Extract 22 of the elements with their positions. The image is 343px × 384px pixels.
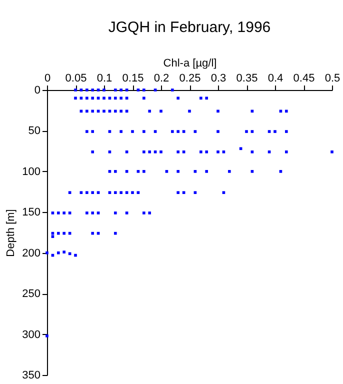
x-axis-title: Chl-a [µg/l] xyxy=(163,58,217,70)
x-tick-label: 0.35 xyxy=(236,72,258,84)
y-tick-label: 150 xyxy=(22,206,40,219)
y-tick-label: 50 xyxy=(28,125,40,138)
x-tick-label: 0.3 xyxy=(210,72,226,84)
x-tick-label: 0.5 xyxy=(324,72,340,84)
x-tick-label: 0.25 xyxy=(179,72,201,84)
y-tick-label: 350 xyxy=(22,370,40,382)
x-tick-label: 0.2 xyxy=(154,72,170,84)
y-tick-label: 300 xyxy=(22,328,40,341)
chart-title: JGQH in February, 1996 xyxy=(108,19,271,36)
y-axis-title: Depth [m] xyxy=(5,209,18,257)
x-tick-label: 0.05 xyxy=(65,72,87,84)
x-tick-label: 0.4 xyxy=(268,72,284,84)
x-tick-label: 0.1 xyxy=(96,72,112,84)
x-tick-label: 0 xyxy=(44,72,51,84)
y-tick-label: 250 xyxy=(22,288,40,300)
y-tick-label: 100 xyxy=(22,166,40,178)
y-tick-label: 200 xyxy=(22,247,40,260)
y-tick-label: 0 xyxy=(34,84,40,96)
x-tick-label: 0.15 xyxy=(122,72,144,84)
x-tick-label: 0.45 xyxy=(293,72,315,84)
